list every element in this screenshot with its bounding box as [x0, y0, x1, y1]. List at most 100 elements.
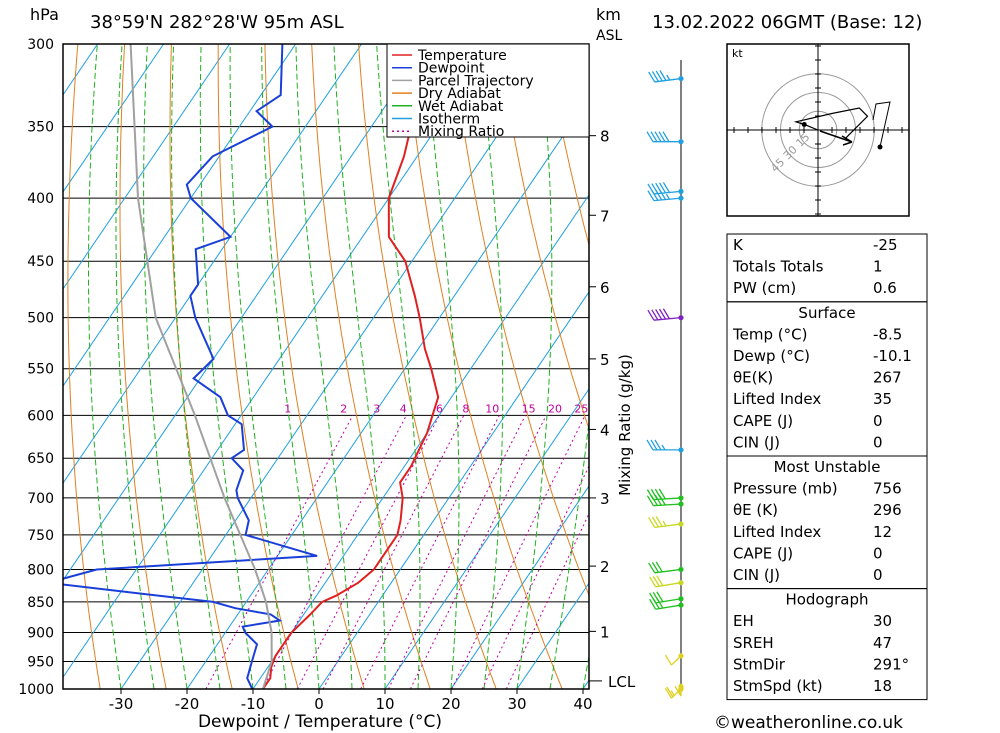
axis-layer: 3003504004505005506006507007508008509009…: [18, 37, 635, 713]
pressure-tick-label: 850: [27, 595, 54, 611]
wind-barb: [648, 561, 684, 574]
index-label: CAPE (J): [733, 412, 793, 430]
index-value: 18: [873, 677, 892, 695]
wet-adiabat-line: [424, 44, 460, 689]
series-layer: [63, 44, 440, 689]
wind-barb: [646, 494, 684, 507]
index-value: 0.6: [873, 279, 897, 297]
height-km-label: 2: [600, 558, 610, 576]
mixing-ratio-line: [296, 415, 440, 689]
isotherm-line: [63, 44, 363, 485]
pressure-tick-label: 450: [27, 254, 54, 270]
series-parcel-trajectory: [129, 44, 273, 689]
index-label: CAPE (J): [733, 544, 793, 562]
index-value: 30: [873, 612, 892, 630]
mixing-ratio-line: [409, 415, 547, 689]
pressure-tick-label: 650: [27, 451, 54, 467]
dry-adiabat-line: [545, 44, 589, 247]
index-value: -10.1: [873, 347, 912, 365]
pressure-tick-label: 600: [27, 408, 54, 424]
dry-adiabat-line: [498, 44, 589, 431]
indices-table: K -25 Totals Totals 1 PW (cm) 0.6 Surface Temp …: [726, 233, 928, 701]
index-value: -25: [873, 236, 898, 254]
mixing-ratio-axis-label: Mixing Ratio (g/kg): [616, 354, 634, 496]
index-label: Lifted Index: [733, 390, 821, 408]
wet-adiabat-line: [376, 44, 421, 689]
mixing-ratio-tick-label: 20: [548, 402, 562, 415]
legend-entry: Dewpoint: [418, 61, 485, 77]
dry-adiabat-line: [404, 44, 563, 689]
index-value: 0: [873, 566, 883, 584]
temperature-tick-label: 30: [507, 695, 526, 713]
dry-adiabat-line: [67, 44, 101, 689]
index-label: Dewp (°C): [733, 347, 810, 365]
dry-adiabat-line: [119, 44, 167, 689]
height-km-label: 3: [600, 490, 610, 508]
dry-adiabat-line: [311, 44, 431, 689]
temperature-tick-label: 0: [314, 695, 324, 713]
x-axis-label: Dewpoint / Temperature (°C): [198, 712, 442, 732]
mixing-ratio-line: [451, 415, 586, 689]
mixing-ratio-tick-label: 25: [574, 402, 588, 415]
section-title: Surface: [798, 304, 855, 322]
pressure-tick-label: 300: [27, 37, 54, 53]
legend-entry: Parcel Trajectory: [418, 73, 534, 89]
legend-entry: Temperature: [417, 48, 507, 64]
pressure-tick-label: 900: [27, 626, 54, 642]
pressure-tick-label: 750: [27, 528, 54, 544]
wet-adiabat-line: [115, 44, 155, 689]
isotherm-line: [450, 485, 589, 689]
dry-adiabat-line: [217, 44, 299, 689]
mixing-ratio-line: [205, 415, 354, 689]
wind-barb: [649, 597, 684, 610]
temperature-tick-label: -30: [109, 695, 134, 713]
dry-adiabat-line: [264, 44, 365, 689]
index-value: 296: [873, 501, 902, 519]
index-value: -8.5: [873, 325, 902, 343]
wet-adiabat-line: [516, 44, 553, 689]
index-value: 0: [873, 412, 883, 430]
dry-adiabat-line: [967, 44, 1000, 689]
index-value: 0: [873, 433, 883, 451]
index-label: K: [733, 236, 744, 254]
wind-barb: [647, 308, 684, 321]
temperature-tick-label: 20: [441, 695, 460, 713]
hpa-unit-label: hPa: [30, 5, 59, 24]
isotherm-line: [63, 44, 495, 679]
height-km-label: 8: [600, 128, 610, 146]
temperature-tick-label: 10: [375, 695, 394, 713]
isotherm-line: [120, 44, 561, 689]
location-title: 38°59'N 282°28'W 95m ASL: [90, 12, 344, 33]
mixing-ratio-tick-label: 10: [485, 402, 499, 415]
index-value: 756: [873, 480, 902, 498]
dry-adiabat-line: [358, 44, 497, 689]
isotherm-line: [63, 44, 165, 193]
wind-barbs: [646, 70, 684, 699]
mixing-ratio-tick-label: 2: [340, 402, 347, 415]
mixing-ratio-tick-label: 8: [462, 402, 469, 415]
index-label: CIN (J): [733, 433, 780, 451]
height-km-label: 4: [600, 421, 610, 439]
temperature-tick-label: -10: [241, 695, 266, 713]
height-km-label: 7: [600, 207, 610, 225]
mixing-ratio-line: [481, 464, 589, 689]
wet-adiabat-line: [479, 44, 504, 689]
km-unit-label: km: [596, 5, 621, 24]
dry-adiabat-line: [920, 44, 1000, 689]
mixing-ratio-tick-label: 4: [400, 402, 407, 415]
datetime-title: 13.02.2022 06GMT (Base: 12): [652, 12, 922, 33]
mixing-ratio-line: [261, 415, 407, 689]
mixing-ratio-line: [322, 415, 465, 689]
isotherm-line: [384, 388, 589, 689]
height-km-label: 5: [600, 351, 610, 369]
wet-adiabat-line: [143, 44, 188, 689]
storm-motion-arrow: [819, 130, 853, 146]
mixing-ratio-tick-label: 3: [373, 402, 380, 415]
pressure-tick-label: 800: [27, 562, 54, 578]
wet-adiabat-line: [549, 417, 589, 689]
dry-adiabat-line: [451, 44, 589, 597]
wind-barb: [646, 131, 684, 145]
index-value: 0: [873, 544, 883, 562]
